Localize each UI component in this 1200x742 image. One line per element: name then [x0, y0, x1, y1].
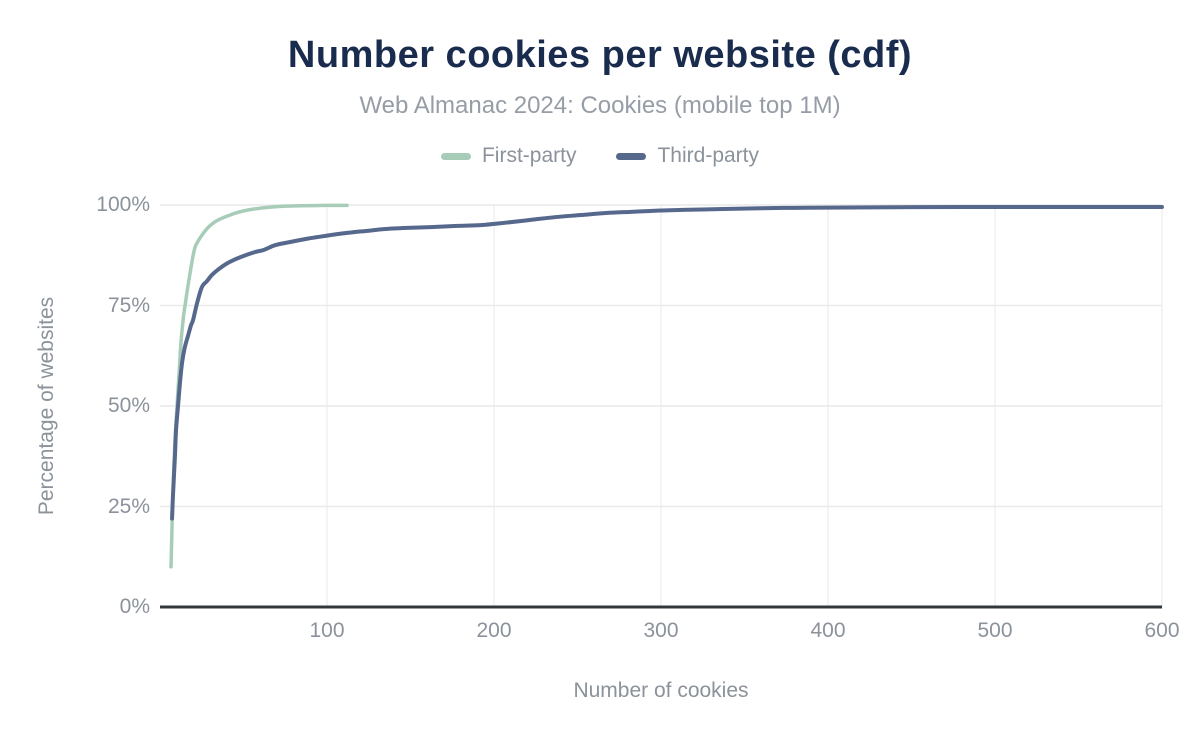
legend-item-first-party[interactable]: First-party	[440, 144, 577, 168]
chart-subtitle: Web Almanac 2024: Cookies (mobile top 1M…	[359, 92, 841, 119]
chart-title: Number cookies per website (cdf)	[287, 34, 913, 76]
first-party-swatch-icon	[440, 152, 471, 160]
y-tick-label: 100%	[96, 193, 150, 216]
x-tick-label: 200	[476, 619, 512, 642]
legend-label-first-party: First-party	[481, 144, 577, 167]
first-party-line	[169, 203, 349, 569]
y-tick-label: 50%	[107, 394, 150, 417]
x-tick-label: 600	[1144, 619, 1180, 642]
y-tick-label: 0%	[119, 595, 150, 618]
third-party-swatch-icon	[616, 152, 647, 160]
legend-label-third-party: Third-party	[657, 144, 760, 167]
y-axis-title: Percentage of websites	[35, 296, 58, 516]
y-tick-label: 25%	[107, 494, 150, 518]
x-axis-title: Number of cookies	[573, 679, 749, 702]
chart-legend: First-party Third-party	[0, 144, 1200, 168]
legend-item-third-party[interactable]: Third-party	[616, 144, 759, 168]
third-party-line	[170, 204, 1164, 521]
x-tick-label: 400	[810, 619, 846, 642]
y-tick-label: 75%	[107, 293, 150, 317]
x-tick-label: 100	[309, 619, 345, 642]
x-tick-label: 300	[643, 619, 679, 642]
x-tick-label: 500	[977, 619, 1013, 642]
